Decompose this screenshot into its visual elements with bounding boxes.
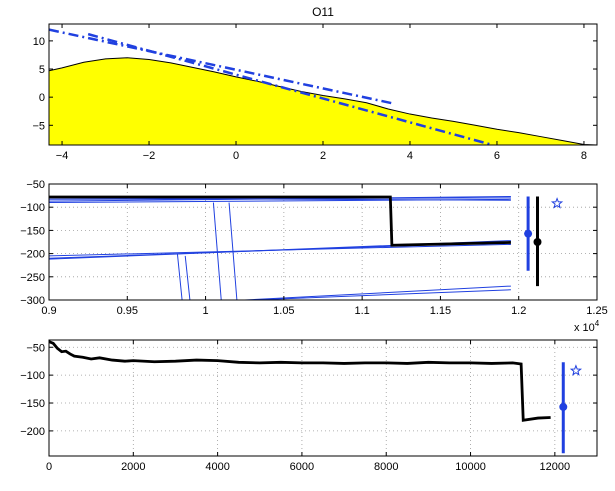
x-tick-label: 6: [494, 150, 500, 162]
x-tick-label: −2: [143, 150, 156, 162]
trace-line: [184, 255, 191, 300]
x-tick-label: 8000: [374, 461, 398, 473]
x-tick-label: 4: [407, 150, 413, 162]
main-line: [49, 195, 511, 247]
trace-line: [252, 289, 511, 300]
y-tick-label: −200: [20, 249, 45, 261]
errorbar-point: [524, 229, 533, 238]
trace-line: [212, 202, 222, 300]
y-tick-label: −150: [20, 398, 45, 410]
x-tick-label: 6000: [290, 461, 314, 473]
errorbar-point: [533, 238, 542, 246]
x-tick-label: 1.1: [354, 305, 369, 317]
panel-bottom: 0 2000 4000 6000 8000 10000 12000 −50 −100 −150 −2…: [20, 339, 598, 473]
star-marker: [550, 197, 564, 209]
trace-line: [176, 253, 183, 300]
fit-line-dashdot: [87, 32, 493, 145]
chart-title: O11: [312, 5, 334, 19]
x-tick-label: 2000: [121, 461, 145, 473]
fit-line-dashdot: [49, 28, 393, 105]
panel-middle: 0.9 0.95 1 1.05 1.1 1.15 1.2 1.25 −50 −100 −150 −20…: [20, 179, 607, 317]
histogram-fill: [49, 57, 597, 145]
trace-line: [228, 202, 238, 300]
y-tick-label: −250: [20, 272, 45, 284]
x-tick-label: −4: [56, 150, 69, 162]
axes-box: [48, 183, 598, 301]
x-tick-label: 1.05: [273, 305, 294, 317]
y-tick-label: −200: [20, 426, 45, 438]
x-exponent-label: x 104: [574, 319, 600, 334]
x-tick-label: 8: [581, 150, 587, 162]
y-tick-label: −50: [26, 342, 45, 354]
x-tick-label: 10000: [455, 461, 486, 473]
plot-area: [49, 195, 511, 300]
panel-top: −4 −2 0 2 4 6 8 −5 0 5 10: [32, 23, 598, 162]
x-tick-label: 0.95: [117, 305, 138, 317]
star-marker: [569, 364, 583, 376]
plot-area: [49, 28, 597, 145]
x-tick-label: 1.15: [430, 305, 451, 317]
y-tick-label: −150: [20, 225, 45, 237]
errorbar-point: [559, 402, 568, 411]
x-tick-label: 1: [203, 305, 209, 317]
y-tick-label: −100: [20, 202, 45, 214]
y-tick-label: 10: [33, 36, 45, 48]
x-tick-label: 12000: [540, 461, 571, 473]
y-tick-label: 5: [39, 64, 45, 76]
trace-line: [244, 285, 511, 300]
x-tick-label: 4000: [205, 461, 229, 473]
main-line: [49, 340, 551, 422]
x-tick-label: 1.25: [586, 305, 607, 317]
x-tick-label: 0: [46, 461, 52, 473]
histogram-outline: [49, 57, 597, 145]
y-tick-label: −100: [20, 370, 45, 382]
y-tick-label: −5: [32, 120, 45, 132]
x-exponent-power: 4: [595, 319, 600, 328]
x-tick-label: 0: [233, 150, 239, 162]
x-tick-label: 2: [320, 150, 326, 162]
x-exponent-base: x 10: [574, 322, 595, 334]
plot-area: [49, 340, 551, 422]
y-tick-label: −50: [26, 179, 45, 191]
axes-box: [48, 339, 598, 457]
y-tick-label: 0: [39, 92, 45, 104]
x-tick-label: 0.9: [41, 305, 56, 317]
x-tick-label: 1.2: [511, 305, 526, 317]
y-tick-label: −300: [20, 295, 45, 307]
